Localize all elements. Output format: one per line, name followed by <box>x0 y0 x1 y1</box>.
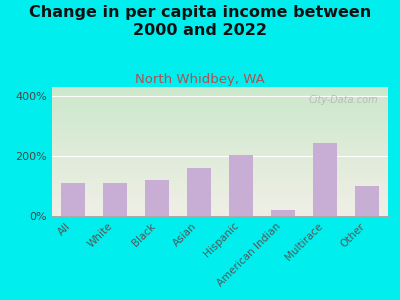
Bar <box>188 168 210 216</box>
Bar <box>272 210 294 216</box>
Text: City-Data.com: City-Data.com <box>308 95 378 105</box>
Bar <box>104 183 126 216</box>
Text: Change in per capita income between
2000 and 2022: Change in per capita income between 2000… <box>29 4 371 38</box>
Bar <box>230 154 252 216</box>
Text: North Whidbey, WA: North Whidbey, WA <box>135 74 265 86</box>
Bar <box>62 183 84 216</box>
Bar <box>356 186 378 216</box>
Bar <box>146 180 168 216</box>
Bar <box>314 142 336 216</box>
